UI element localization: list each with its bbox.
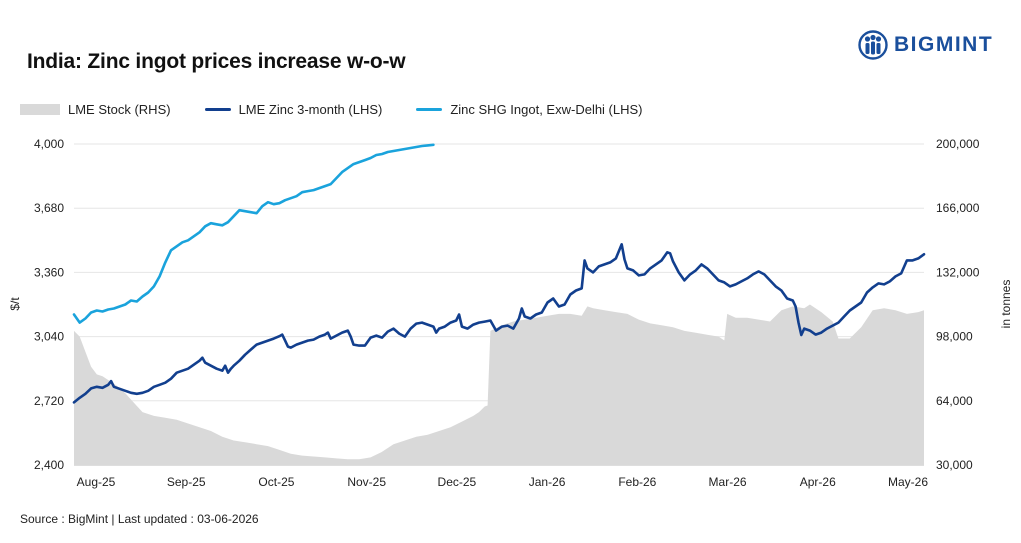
y-tick-left: 2,720	[34, 394, 64, 408]
y-tick-left: 3,040	[34, 330, 64, 344]
y-axis-right-label: in tonnes	[999, 280, 1013, 329]
y-tick-right: 132,000	[936, 265, 980, 279]
y-tick-left: 3,680	[34, 201, 64, 215]
y-tick-right: 30,000	[936, 458, 973, 472]
legend-item-lme-zinc: LME Zinc 3-month (LHS)	[204, 102, 383, 117]
y-tick-right: 200,000	[936, 137, 980, 151]
chart-legend: LME Stock (RHS) LME Zinc 3-month (LHS) Z…	[20, 102, 677, 117]
brand-logo: BIGMINT	[858, 30, 993, 60]
lme-zinc-3month-line	[72, 243, 926, 404]
y-tick-right: 166,000	[936, 201, 980, 215]
x-tick-label: Apr-26	[800, 475, 836, 489]
bigmint-logo-icon	[858, 30, 888, 60]
x-tick-label: Aug-25	[77, 475, 116, 489]
legend-item-zinc-shg: Zinc SHG Ingot, Exw-Delhi (LHS)	[416, 102, 643, 117]
y-tick-left: 4,000	[34, 137, 64, 151]
source-note: Source : BigMint | Last updated : 03-06-…	[20, 512, 259, 526]
lme-stock-area	[74, 304, 924, 465]
legend-label-zinc-shg: Zinc SHG Ingot, Exw-Delhi (LHS)	[450, 102, 643, 117]
y-tick-left: 2,400	[34, 458, 64, 472]
legend-label-lme-zinc: LME Zinc 3-month (LHS)	[238, 102, 383, 117]
y-tick-right: 98,000	[936, 330, 973, 344]
brand-name: BIGMINT	[894, 33, 994, 56]
axis-layer: 4,000 200,000 3,680 166,000 3,360 132,000 3,04…	[34, 137, 980, 489]
x-tick-label: Nov-25	[347, 475, 386, 489]
legend-swatch-lme-stock	[20, 104, 60, 115]
y-axis-left-label: $/t	[8, 297, 22, 311]
y-tick-right: 64,000	[936, 394, 973, 408]
legend-label-lme-stock: LME Stock (RHS)	[68, 102, 171, 117]
y-tick-left: 3,360	[34, 265, 64, 279]
legend-item-lme-stock: LME Stock (RHS)	[20, 102, 171, 117]
x-tick-label: Mar-26	[709, 475, 747, 489]
x-tick-label: Dec-25	[438, 475, 477, 489]
x-tick-label: Oct-25	[258, 475, 294, 489]
x-tick-label: Jan-26	[529, 475, 566, 489]
zinc-shg-ingot-line	[72, 143, 435, 324]
area-layer	[74, 304, 924, 465]
legend-swatch-zinc-shg	[416, 108, 443, 111]
legend-swatch-lme-zinc	[204, 108, 231, 111]
chart-title: India: Zinc ingot prices increase w-o-w	[27, 50, 406, 73]
line-layer	[72, 143, 926, 404]
x-tick-label: May-26	[888, 475, 928, 489]
x-tick-label: Sep-25	[167, 475, 206, 489]
x-tick-label: Feb-26	[618, 475, 656, 489]
